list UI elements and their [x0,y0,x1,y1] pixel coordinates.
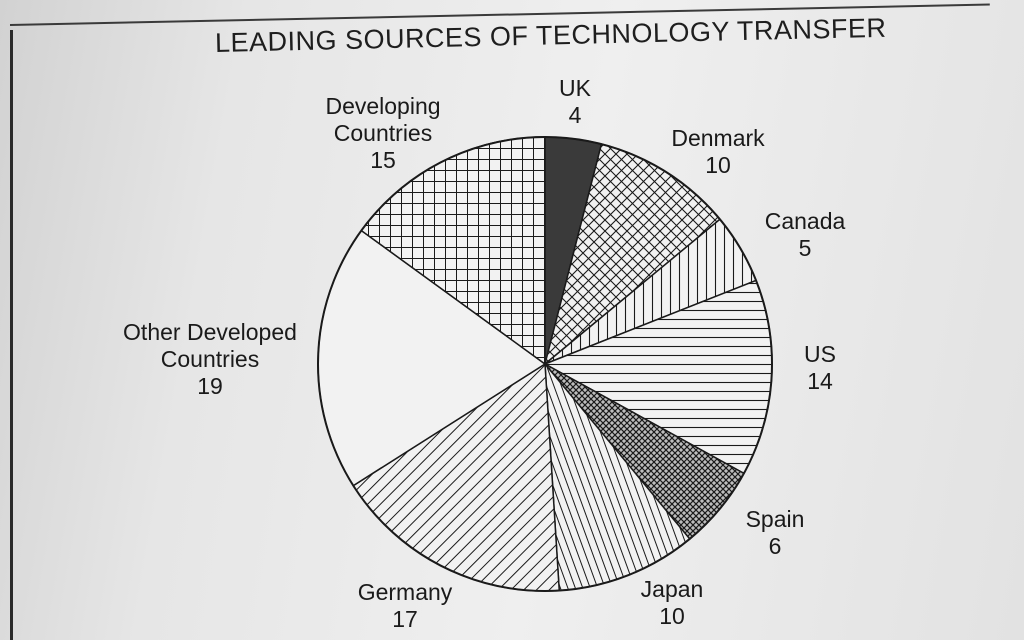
slice-label-canada: Canada 5 [765,208,846,261]
slice-label-other-developed-countries: Other Developed Countries 19 [123,319,297,399]
slice-label-germany: Germany 17 [358,579,453,632]
slice-name-developing-countries: Developing [325,93,440,119]
slice-label-uk: UK 4 [559,75,592,128]
slice-name-denmark: Denmark [671,125,765,151]
slice-value-germany: 17 [392,606,418,632]
slice-value-other-developed-countries: 19 [197,373,223,399]
slice-name-other-developed-countries: Other Developed [123,319,297,345]
slice-name-us: US [804,341,836,367]
slice-name-uk: UK [559,75,592,101]
slice-name-developing-countries: Countries [334,120,432,146]
slice-name-spain: Spain [746,506,805,532]
slice-value-developing-countries: 15 [370,147,396,173]
slice-label-denmark: Denmark 10 [671,125,765,178]
slice-label-developing-countries: Developing Countries 15 [325,93,440,173]
slice-name-germany: Germany [358,579,453,605]
slice-label-spain: Spain 6 [746,506,805,559]
pie-slices [317,136,773,592]
slice-value-canada: 5 [799,235,812,261]
slice-name-canada: Canada [765,208,846,234]
pie-outline [317,136,773,592]
slice-name-other-developed-countries: Countries [161,346,259,372]
frame-left-border [10,30,13,640]
slice-value-us: 14 [807,368,833,394]
slice-label-us: US 14 [804,341,836,394]
slice-name-japan: Japan [641,576,704,602]
slice-value-spain: 6 [769,533,782,559]
slice-value-uk: 4 [569,102,582,128]
slice-label-japan: Japan 10 [641,576,704,629]
slice-value-denmark: 10 [705,152,731,178]
slice-value-japan: 10 [659,603,685,629]
